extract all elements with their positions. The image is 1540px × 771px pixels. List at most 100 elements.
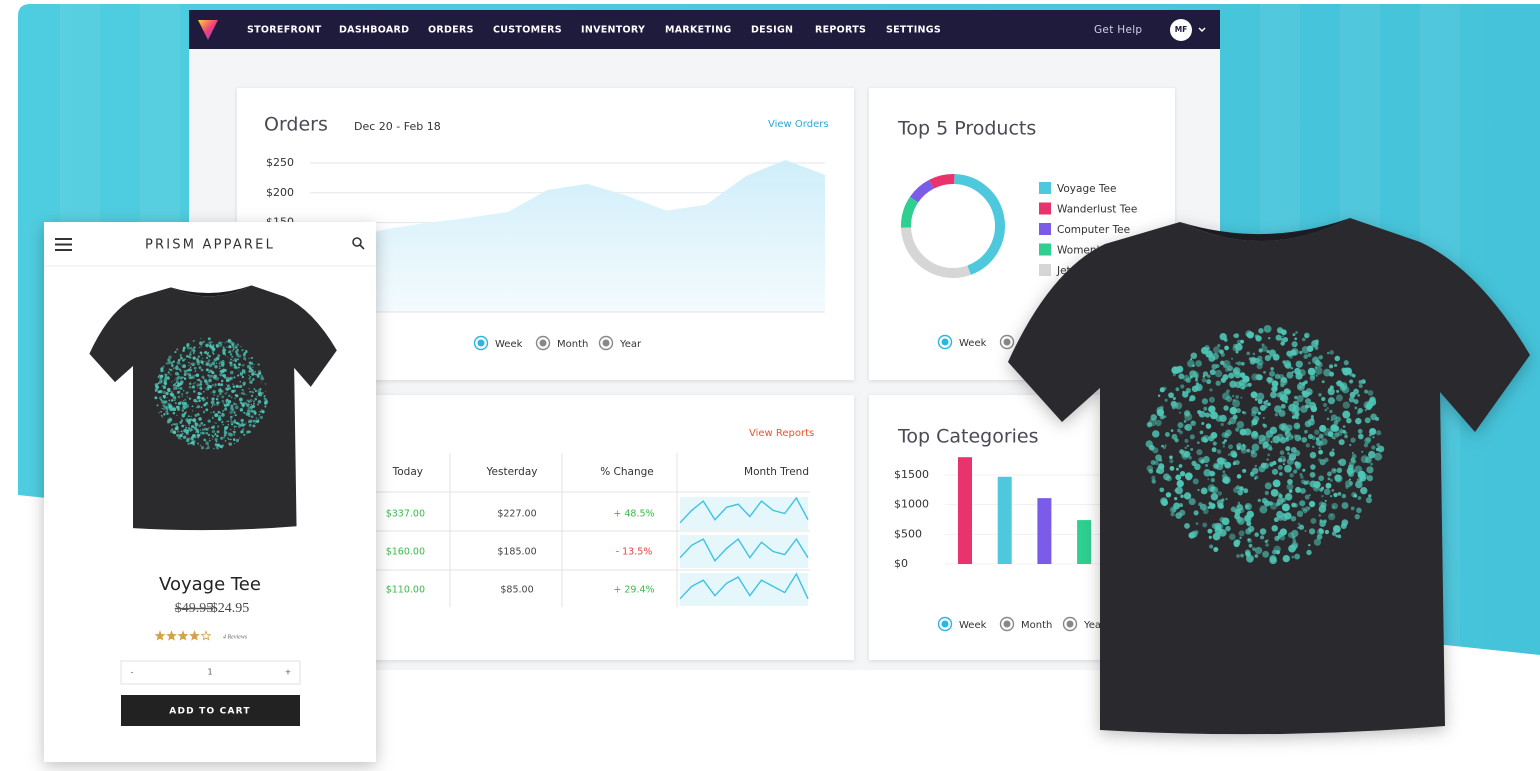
nav-item[interactable]: STOREFRONT bbox=[247, 25, 322, 36]
tshirt-collar bbox=[170, 285, 252, 297]
print-speck bbox=[228, 442, 233, 446]
print-speck bbox=[1228, 444, 1233, 450]
radio-label[interactable]: Month bbox=[1021, 620, 1052, 631]
print-speck bbox=[1202, 371, 1209, 377]
add-to-cart-button[interactable] bbox=[121, 695, 300, 726]
print-speck bbox=[217, 354, 221, 358]
print-speck bbox=[237, 374, 239, 377]
avatar-chevron[interactable] bbox=[1198, 27, 1206, 33]
print-speck bbox=[1310, 464, 1316, 470]
nav-item[interactable]: MARKETING bbox=[665, 25, 731, 36]
print-speck bbox=[216, 447, 219, 450]
radio-label[interactable]: Year bbox=[1083, 620, 1106, 631]
print-speck bbox=[1365, 497, 1373, 504]
print-speck bbox=[237, 354, 242, 358]
view-reports-link[interactable]: View Reports bbox=[749, 428, 814, 439]
print-speck bbox=[247, 406, 251, 410]
quantity[interactable]: 1 bbox=[207, 668, 212, 677]
print-speck bbox=[223, 403, 227, 407]
print-speck bbox=[1250, 391, 1258, 399]
nav-item[interactable]: INVENTORY bbox=[581, 25, 645, 36]
print-speck bbox=[1235, 395, 1239, 399]
nav-item[interactable]: CUSTOMERS bbox=[493, 25, 562, 36]
print-speck bbox=[1299, 381, 1302, 385]
view-orders-link[interactable]: View Orders bbox=[768, 119, 829, 130]
print-speck bbox=[187, 428, 190, 430]
radio-label[interactable]: Week bbox=[959, 620, 987, 631]
print-speck bbox=[186, 346, 191, 350]
print-speck bbox=[1237, 501, 1241, 505]
nav-item[interactable]: DESIGN bbox=[751, 25, 793, 36]
phone-storefront: PRISM APPAREL Voyage Tee $49.95 $24.95 4… bbox=[44, 222, 376, 762]
print-speck bbox=[1350, 506, 1355, 511]
print-speck bbox=[1184, 412, 1193, 421]
print-speck bbox=[176, 348, 179, 351]
print-speck bbox=[1324, 408, 1328, 412]
radio-label[interactable]: Week bbox=[959, 338, 987, 349]
print-speck bbox=[1223, 462, 1226, 465]
print-speck bbox=[172, 360, 175, 363]
print-speck bbox=[176, 368, 178, 370]
search-icon[interactable] bbox=[352, 237, 365, 250]
print-speck bbox=[1246, 521, 1252, 527]
print-speck bbox=[212, 347, 216, 351]
print-speck bbox=[165, 362, 168, 365]
radio-label[interactable]: Month bbox=[557, 339, 588, 350]
print-speck bbox=[1337, 380, 1341, 384]
minus-button[interactable]: - bbox=[131, 668, 134, 677]
nav-item[interactable]: SETTINGS bbox=[886, 25, 941, 36]
print-speck bbox=[248, 357, 251, 360]
print-speck bbox=[252, 402, 256, 405]
print-speck bbox=[238, 426, 240, 428]
print-speck bbox=[178, 368, 181, 371]
nav-item[interactable]: DASHBOARD bbox=[339, 25, 409, 36]
print-speck bbox=[1171, 507, 1177, 513]
print-speck bbox=[224, 392, 227, 395]
print-speck bbox=[180, 376, 184, 379]
print-speck bbox=[208, 427, 210, 429]
print-speck bbox=[1352, 373, 1356, 378]
print-speck bbox=[1296, 395, 1304, 403]
print-speck bbox=[161, 385, 163, 387]
logo[interactable] bbox=[198, 20, 218, 40]
print-speck bbox=[249, 375, 252, 378]
print-speck bbox=[1209, 388, 1213, 392]
print-speck bbox=[223, 402, 225, 405]
print-speck bbox=[1268, 349, 1277, 357]
print-speck bbox=[250, 362, 253, 365]
print-speck bbox=[1308, 500, 1316, 508]
nav-item[interactable]: REPORTS bbox=[815, 25, 866, 36]
print-speck bbox=[1326, 407, 1329, 410]
print-speck bbox=[1203, 469, 1212, 477]
nav-item[interactable]: ORDERS bbox=[428, 25, 474, 36]
print-speck bbox=[1322, 402, 1328, 408]
print-speck bbox=[183, 428, 187, 433]
print-speck bbox=[1206, 374, 1211, 379]
print-speck bbox=[1287, 478, 1293, 485]
help-link[interactable]: Get Help bbox=[1094, 24, 1142, 36]
menu-icon[interactable] bbox=[55, 238, 72, 251]
plus-button[interactable]: + bbox=[285, 668, 292, 677]
print-speck bbox=[235, 439, 240, 443]
radio-label[interactable]: Week bbox=[495, 339, 523, 350]
print-speck bbox=[1315, 439, 1322, 446]
print-speck bbox=[241, 349, 244, 352]
print-speck bbox=[166, 397, 168, 399]
print-speck bbox=[177, 395, 181, 399]
print-speck bbox=[250, 415, 254, 418]
print-speck bbox=[1279, 534, 1286, 541]
print-speck bbox=[232, 437, 236, 441]
print-speck bbox=[180, 363, 182, 365]
print-speck bbox=[187, 437, 191, 440]
print-speck bbox=[242, 428, 245, 431]
print-speck bbox=[1318, 355, 1324, 360]
print-speck bbox=[230, 406, 234, 411]
print-speck bbox=[189, 429, 192, 432]
print-speck bbox=[1248, 543, 1253, 548]
avatar[interactable] bbox=[1170, 19, 1192, 41]
radio-label[interactable]: Year bbox=[619, 339, 642, 350]
reviews[interactable]: 4 Reviews bbox=[223, 633, 248, 640]
print-speck bbox=[199, 341, 203, 346]
print-speck bbox=[1258, 328, 1264, 334]
print-speck bbox=[265, 398, 268, 401]
